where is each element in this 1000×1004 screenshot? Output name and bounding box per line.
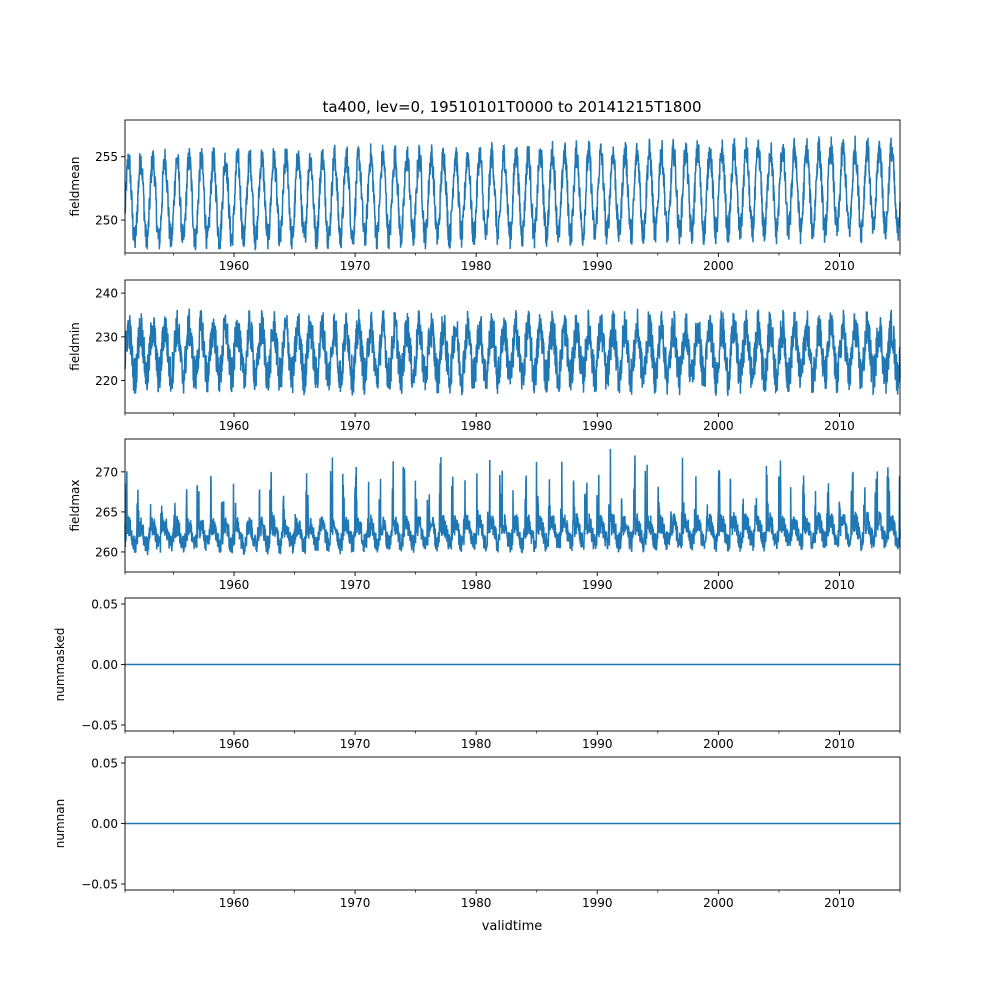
x-tick-label: 2010 [824,896,855,910]
y-axis-label-fieldmean: fieldmean [68,157,82,217]
axes-frame-fieldmin [124,279,901,414]
x-tick-label: 1960 [219,419,250,433]
x-tick-label: 1980 [461,419,492,433]
x-axis-label: validtime [482,919,543,934]
x-tick-label: 1990 [582,578,613,592]
y-tick-label: 220 [95,374,118,388]
x-tick-label: 2000 [703,259,734,273]
x-tick-label: 1970 [340,578,371,592]
y-tick-label: 240 [95,287,118,301]
x-tick-label: 1980 [461,737,492,751]
x-tick-label: 1970 [340,259,371,273]
x-tick-label: 1970 [340,896,371,910]
y-tick-label: 0.05 [91,757,118,771]
y-tick-label: 265 [95,505,118,519]
series-line-fieldmean [124,135,901,251]
y-tick-label: −0.05 [81,718,118,732]
x-tick-label: 1960 [219,259,250,273]
series-line-fieldmax [124,448,901,556]
y-axis-label-nummasked: nummasked [53,628,67,702]
x-tick-label: 2010 [824,737,855,751]
y-tick-label: 230 [95,330,118,344]
chart-title: ta400, lev=0, 19510101T0000 to 20141215T… [322,98,701,116]
x-tick-label: 1990 [582,419,613,433]
axes-frame-fieldmean [124,119,901,254]
x-tick-label: 1990 [582,737,613,751]
y-tick-label: 270 [95,465,118,479]
series-line-fieldmin [124,308,901,396]
x-tick-label: 2000 [703,419,734,433]
y-tick-label: −0.05 [81,877,118,891]
y-tick-label: 0.00 [91,817,118,831]
x-tick-label: 1980 [461,896,492,910]
x-tick-label: 1970 [340,737,371,751]
x-tick-label: 1980 [461,259,492,273]
x-tick-label: 1960 [219,578,250,592]
y-tick-label: 0.00 [91,658,118,672]
y-tick-label: 250 [95,214,118,228]
x-tick-label: 1960 [219,737,250,751]
x-tick-label: 1990 [582,259,613,273]
x-tick-label: 2010 [824,578,855,592]
x-tick-label: 2000 [703,737,734,751]
y-axis-label-fieldmin: fieldmin [68,322,82,371]
x-tick-label: 2010 [824,419,855,433]
x-tick-label: 2010 [824,259,855,273]
x-tick-label: 2000 [703,578,734,592]
y-axis-label-fieldmax: fieldmax [68,479,82,531]
x-tick-label: 1960 [219,896,250,910]
y-axis-label-numnan: numnan [53,799,67,848]
x-tick-label: 1980 [461,578,492,592]
x-tick-label: 1970 [340,419,371,433]
y-tick-label: 260 [95,545,118,559]
axes-frame-fieldmax [124,438,901,573]
x-tick-label: 2000 [703,896,734,910]
y-tick-label: 255 [95,150,118,164]
y-tick-label: 0.05 [91,598,118,612]
x-tick-label: 1990 [582,896,613,910]
